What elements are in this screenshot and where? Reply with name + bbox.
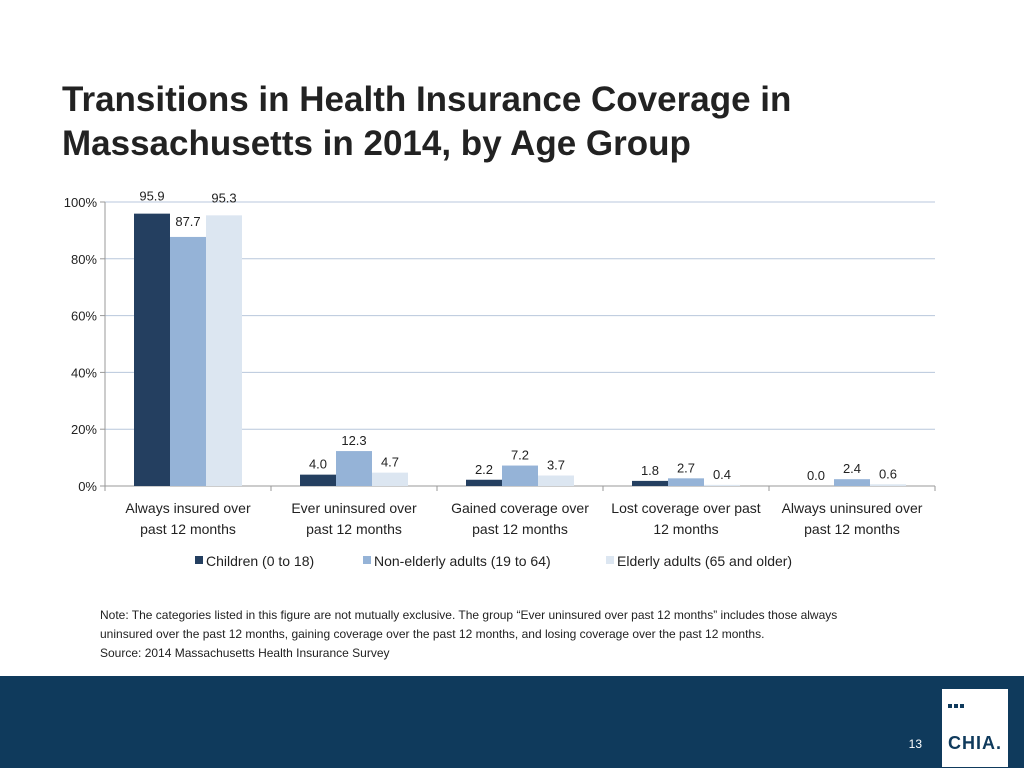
chia-logo: CHIA. — [942, 689, 1008, 767]
data-label: 7.2 — [511, 448, 529, 463]
bar — [870, 484, 906, 486]
bar — [300, 474, 336, 486]
bar — [336, 451, 372, 486]
data-label: 0.0 — [807, 468, 825, 483]
page-number: 13 — [908, 737, 922, 751]
bar — [834, 479, 870, 486]
note-line-1: Note: The categories listed in this figu… — [100, 608, 838, 622]
data-label: 0.6 — [879, 466, 897, 481]
bar — [668, 478, 704, 486]
bar — [206, 215, 242, 486]
bar — [538, 475, 574, 486]
data-label: 4.0 — [309, 457, 327, 472]
bar — [632, 480, 668, 486]
footnote: Note: The categories listed in this figu… — [100, 606, 960, 663]
legend-swatch — [363, 556, 371, 564]
bar — [466, 479, 502, 486]
category-label: past 12 months — [140, 521, 236, 537]
data-label: 2.2 — [475, 462, 493, 477]
bar — [134, 213, 170, 487]
logo-text: CHIA. — [948, 733, 1002, 753]
category-label: past 12 months — [306, 521, 402, 537]
source-line: Source: 2014 Massachusetts Health Insura… — [100, 646, 390, 660]
data-label: 95.9 — [139, 189, 164, 204]
y-tick-label: 0% — [78, 479, 97, 494]
y-tick-label: 80% — [71, 252, 97, 267]
y-tick-label: 20% — [71, 422, 97, 437]
data-label: 95.3 — [211, 190, 236, 205]
bar — [170, 236, 206, 486]
slide-title: Transitions in Health Insurance Coverage… — [62, 80, 792, 163]
data-label: 0.4 — [713, 467, 731, 482]
data-label: 1.8 — [641, 463, 659, 478]
category-label: past 12 months — [472, 521, 568, 537]
bar-chart: 0% 20% 40% 60% 80% 100% 95.9 4.0 2.2 1.8 0.0 87.7 12… — [64, 189, 936, 569]
y-tick-label: 100% — [64, 195, 98, 210]
category-label: past 12 months — [804, 521, 900, 537]
category-label: Always uninsured over — [782, 500, 923, 516]
bar — [372, 472, 408, 486]
logo-dots-icon — [948, 695, 968, 708]
legend-label: Children (0 to 18) — [206, 553, 314, 569]
data-label: 3.7 — [547, 457, 565, 472]
legend-label: Elderly adults (65 and older) — [617, 553, 792, 569]
category-label: 12 months — [653, 521, 718, 537]
legend-label: Non-elderly adults (19 to 64) — [374, 553, 551, 569]
bar — [502, 465, 538, 486]
bar — [704, 484, 740, 486]
footer-bar — [0, 676, 1024, 768]
category-label: Gained coverage over — [451, 500, 589, 516]
legend-swatch — [195, 556, 203, 564]
y-tick-label: 40% — [71, 365, 97, 380]
category-label: Always insured over — [125, 500, 251, 516]
note-line-2: uninsured over the past 12 months, gaini… — [100, 627, 765, 641]
data-label: 4.7 — [381, 455, 399, 470]
category-label: Ever uninsured over — [291, 500, 417, 516]
data-label: 87.7 — [175, 214, 200, 229]
y-tick-label: 60% — [71, 309, 97, 324]
legend-swatch — [606, 556, 614, 564]
category-label: Lost coverage over past — [611, 500, 761, 516]
data-label: 2.7 — [677, 460, 695, 475]
data-label: 12.3 — [341, 433, 366, 448]
data-label: 2.4 — [843, 461, 861, 476]
